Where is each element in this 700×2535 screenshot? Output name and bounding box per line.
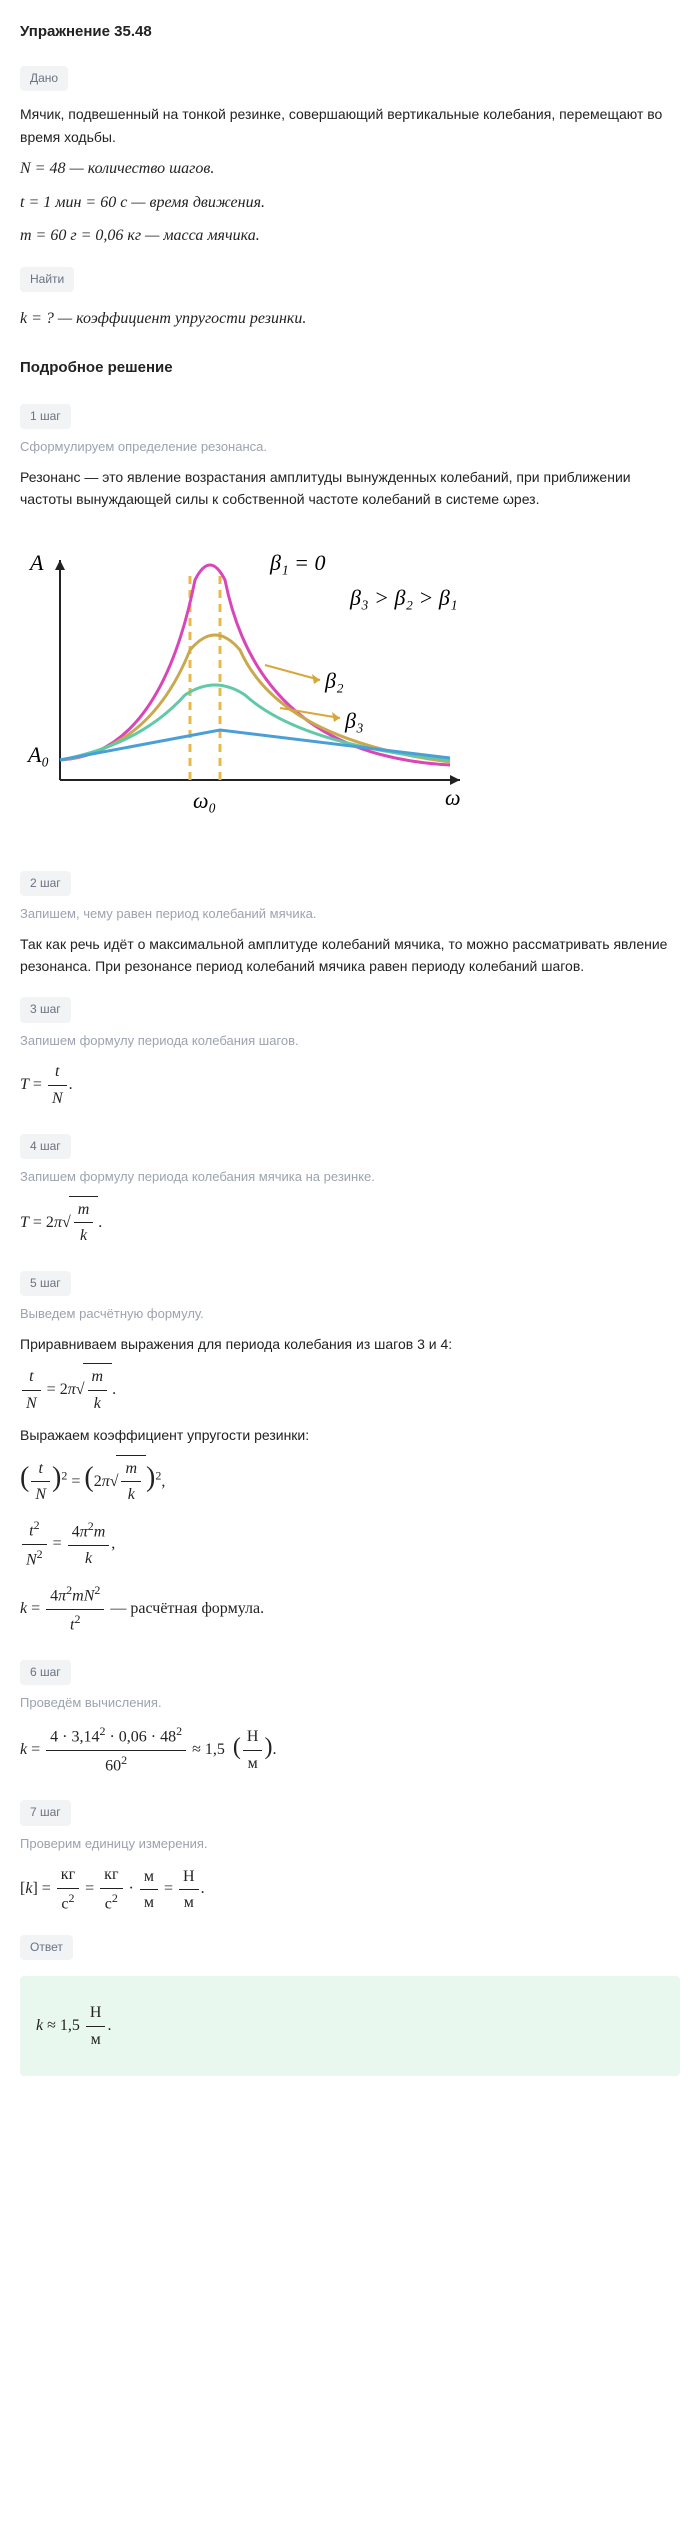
step-3-label: 3 шаг bbox=[20, 997, 71, 1022]
answer-badge: Ответ bbox=[20, 1935, 73, 1960]
step-4-formula: T = 2π√mk. bbox=[20, 1196, 680, 1249]
svg-text:β₁ = 0: β₁ = 0 bbox=[269, 550, 325, 575]
given-badge: Дано bbox=[20, 66, 68, 91]
given-t: t = 1 мин = 60 с — время движения. bbox=[20, 190, 680, 216]
given-m: m = 60 г = 0,06 кг — масса мячика. bbox=[20, 223, 680, 249]
step-6-note: Проведём вычисления. bbox=[20, 1693, 680, 1714]
step-7-formula: [k] = кгс2 = кгс2 · мм = Нм. bbox=[20, 1862, 680, 1917]
find-text: k = ? — коэффициент упругости резинки. bbox=[20, 306, 680, 332]
svg-text:ω: ω bbox=[445, 785, 461, 810]
step-5-formula2: (tN)2 = (2π√mk)2, bbox=[20, 1455, 680, 1508]
answer-formula: k ≈ 1,5 Нм. bbox=[36, 2000, 664, 2052]
step-6-formula: k = 4 · 3,142 · 0,06 · 482602 ≈ 1,5 (Нм)… bbox=[20, 1722, 680, 1779]
svg-text:β₃ > β₂ > β₁: β₃ > β₂ > β₁ bbox=[349, 585, 458, 610]
svg-text:β₂: β₂ bbox=[324, 668, 344, 693]
step-4-note: Запишем формулу периода колебания мячика… bbox=[20, 1167, 680, 1188]
given-n: N = 48 — количество шагов. bbox=[20, 156, 680, 182]
step-2-label: 2 шаг bbox=[20, 871, 71, 896]
step-5-text2: Выражаем коэффициент упругости резинки: bbox=[20, 1424, 680, 1446]
step-5-formula1: tN = 2π√mk. bbox=[20, 1363, 680, 1416]
svg-text:A: A bbox=[28, 550, 44, 575]
step-5-label: 5 шаг bbox=[20, 1271, 71, 1296]
svg-text:ω₀: ω₀ bbox=[193, 788, 216, 813]
solution-title: Подробное решение bbox=[20, 356, 680, 380]
given-intro: Мячик, подвешенный на тонкой резинке, со… bbox=[20, 103, 680, 148]
step-4-label: 4 шаг bbox=[20, 1134, 71, 1159]
svg-text:A₀: A₀ bbox=[26, 742, 49, 767]
step-7-label: 7 шаг bbox=[20, 1800, 71, 1825]
answer-box: k ≈ 1,5 Нм. bbox=[20, 1976, 680, 2076]
exercise-title: Упражнение 35.48 bbox=[20, 20, 680, 44]
step-5-formula4: k = 4π2mN2t2 — расчётная формула. bbox=[20, 1581, 680, 1638]
step-5-text1: Приравниваем выражения для периода колеб… bbox=[20, 1333, 680, 1355]
step-3-formula: T = tN. bbox=[20, 1059, 680, 1111]
svg-text:β₃: β₃ bbox=[344, 708, 364, 733]
step-5-note: Выведем расчётную формулу. bbox=[20, 1304, 680, 1325]
step-2-note: Запишем, чему равен период колебаний мяч… bbox=[20, 904, 680, 925]
step-1-note: Сформулируем определение резонанса. bbox=[20, 437, 680, 458]
step-7-note: Проверим единицу измерения. bbox=[20, 1834, 680, 1855]
step-1-text: Резонанс — это явление возрастания ампли… bbox=[20, 466, 680, 511]
resonance-chart: A A₀ ω ω₀ β₁ = 0 β₃ > β₂ > β₁ β₂β₃ bbox=[20, 530, 680, 836]
step-1-label: 1 шаг bbox=[20, 404, 71, 429]
step-2-text: Так как речь идёт о максимальной амплиту… bbox=[20, 933, 680, 978]
step-6-label: 6 шаг bbox=[20, 1660, 71, 1685]
step-5-formula3: t2N2 = 4π2mk, bbox=[20, 1516, 680, 1573]
step-3-note: Запишем формулу периода колебания шагов. bbox=[20, 1031, 680, 1052]
find-badge: Найти bbox=[20, 267, 74, 292]
